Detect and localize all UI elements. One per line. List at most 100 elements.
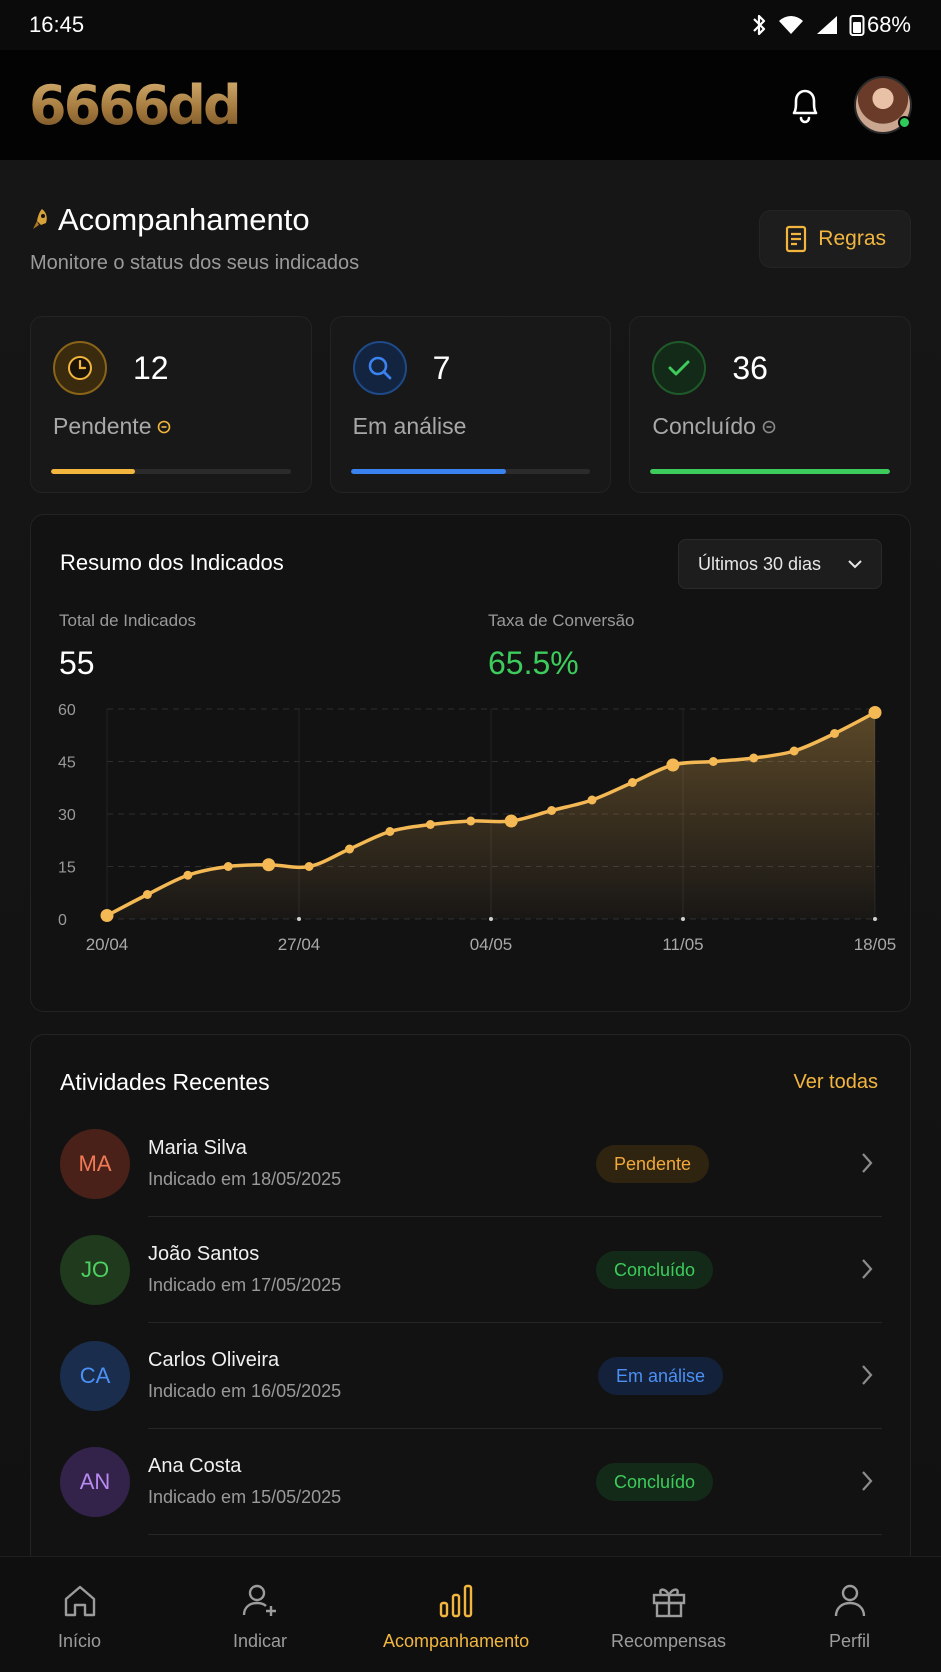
conversion-value: 65.5% bbox=[488, 645, 579, 681]
bottom-navigation: Início Indicar Acompanhamento Recompensa… bbox=[0, 1556, 941, 1672]
total-label: Total de Indicados bbox=[59, 611, 197, 630]
chevron-right-icon bbox=[862, 1153, 873, 1173]
rocket-icon bbox=[33, 209, 47, 229]
status-badge: Em análise bbox=[598, 1357, 724, 1395]
range-dropdown[interactable]: Últimos 30 dias bbox=[678, 539, 882, 589]
status-badge: Pendente bbox=[596, 1145, 710, 1183]
clock-icon bbox=[53, 341, 107, 395]
stat-label: Em análise bbox=[352, 413, 467, 439]
referrals-chart: 0 15 30 45 60 20/04 27/04 04/05 11/05 18/05 bbox=[58, 702, 897, 954]
activity-name: Carlos Oliveira bbox=[148, 1349, 280, 1371]
app-logo[interactable]: 6666dd bbox=[29, 73, 242, 137]
bluetooth-icon bbox=[753, 14, 766, 36]
activity-date: Indicado em 15/05/2025 bbox=[148, 1487, 342, 1507]
activity-avatar: JO bbox=[60, 1235, 130, 1305]
nav-label: Perfil bbox=[829, 1631, 871, 1651]
nav-item-perfil[interactable]: Perfil bbox=[829, 1581, 870, 1652]
data-point bbox=[749, 753, 759, 763]
summary-card: Resumo dos Indicados Últimos 30 dias Tot… bbox=[30, 514, 911, 1012]
data-point bbox=[223, 862, 233, 871]
stat-card-review[interactable]: 7 Em análise bbox=[329, 316, 612, 493]
data-point bbox=[789, 746, 799, 756]
data-point bbox=[547, 806, 557, 815]
profile-avatar[interactable] bbox=[854, 76, 912, 134]
summary-title: Resumo dos Indicados bbox=[60, 550, 284, 575]
page-header: Acompanhamento Monitore o status dos seu… bbox=[30, 202, 911, 275]
nav-label: Acompanhamento bbox=[383, 1631, 530, 1651]
data-point bbox=[425, 820, 435, 829]
nav-item-acompanhamento[interactable]: Acompanhamento bbox=[383, 1581, 529, 1652]
activity-avatar: AN bbox=[60, 1447, 130, 1517]
activity-name: Ana Costa bbox=[148, 1455, 242, 1477]
row-divider bbox=[148, 1322, 882, 1323]
data-point bbox=[627, 778, 637, 787]
y-tick-label: 30 bbox=[58, 807, 76, 824]
small-clock-icon bbox=[762, 420, 776, 433]
chevron-right-icon bbox=[862, 1259, 873, 1279]
stat-progress bbox=[51, 469, 291, 474]
nav-label: Recompensas bbox=[611, 1631, 727, 1651]
activity-row[interactable]: AN Ana Costa Indicado em 15/05/2025 Concluí… bbox=[60, 1429, 882, 1535]
activity-row[interactable]: JO João Santos Indicado em 17/05/2025 Concl… bbox=[60, 1217, 882, 1323]
bell-icon[interactable] bbox=[786, 85, 824, 125]
nav-item-indicar[interactable]: Indicar bbox=[233, 1581, 287, 1652]
conversion-metric: Taxa de Conversão 65.5% bbox=[488, 611, 634, 682]
status-badge: Concluído bbox=[596, 1463, 714, 1501]
x-tick-label: 27/04 bbox=[278, 935, 321, 954]
signal-icon bbox=[816, 16, 837, 34]
activity-avatar: CA bbox=[60, 1341, 130, 1411]
battery-icon bbox=[849, 15, 865, 36]
stat-value: 12 bbox=[133, 349, 169, 386]
y-tick-label: 60 bbox=[58, 702, 76, 719]
document-icon bbox=[786, 225, 807, 253]
online-indicator bbox=[898, 116, 911, 129]
x-tick-label: 11/05 bbox=[662, 935, 703, 954]
activity-row[interactable]: CA Carlos Oliveira Indicado em 16/05/2025 E… bbox=[60, 1323, 882, 1429]
stats-row: 12 Pendente 7 Em análise bbox=[30, 316, 912, 493]
data-point bbox=[708, 757, 718, 766]
data-point bbox=[304, 862, 314, 871]
status-badge: Concluído bbox=[596, 1251, 714, 1289]
search-icon bbox=[352, 341, 407, 395]
status-time: 16:45 bbox=[29, 12, 85, 37]
stat-card-completed[interactable]: 36 Concluído bbox=[629, 316, 912, 493]
data-point bbox=[100, 909, 114, 922]
range-value: Últimos 30 dias bbox=[698, 553, 822, 574]
check-icon bbox=[652, 341, 707, 395]
stat-progress bbox=[350, 469, 591, 474]
rules-label: Regras bbox=[818, 227, 886, 250]
stat-label: Concluído bbox=[652, 413, 756, 439]
nav-item-inicio[interactable]: Início bbox=[58, 1581, 101, 1652]
small-clock-icon bbox=[158, 420, 171, 433]
battery-level: 68% bbox=[866, 12, 911, 37]
status-bar: 16:45 68% bbox=[0, 0, 941, 50]
data-point bbox=[142, 890, 152, 899]
row-divider bbox=[148, 1428, 882, 1429]
user-icon bbox=[834, 1584, 865, 1617]
home-icon bbox=[64, 1585, 95, 1617]
activity-row[interactable]: MA Maria Silva Indicado em 18/05/2025 Pende… bbox=[60, 1111, 882, 1217]
app-header: 6666dd bbox=[0, 50, 941, 160]
data-point bbox=[345, 844, 355, 854]
stat-value: 7 bbox=[432, 349, 451, 386]
nav-label: Indicar bbox=[233, 1631, 288, 1651]
chevron-right-icon bbox=[862, 1365, 873, 1385]
data-point bbox=[183, 870, 193, 880]
data-point bbox=[868, 706, 882, 719]
nav-item-recompensas[interactable]: Recompensas bbox=[611, 1581, 726, 1652]
rules-button[interactable]: Regras bbox=[759, 210, 911, 268]
bar-chart-icon bbox=[439, 1584, 473, 1618]
activity-date: Indicado em 17/05/2025 bbox=[148, 1275, 342, 1295]
stat-card-pending[interactable]: 12 Pendente bbox=[30, 316, 312, 493]
page-title: Acompanhamento bbox=[58, 202, 310, 237]
total-value: 55 bbox=[59, 645, 95, 681]
stat-value: 36 bbox=[732, 349, 768, 386]
stat-label: Pendente bbox=[53, 413, 152, 439]
main-content: Acompanhamento Monitore o status dos seu… bbox=[0, 160, 941, 1594]
x-tick-label: 18/05 bbox=[854, 935, 897, 954]
see-all-link[interactable]: Ver todas bbox=[793, 1071, 878, 1093]
conversion-label: Taxa de Conversão bbox=[488, 611, 635, 630]
data-point bbox=[466, 816, 476, 826]
nav-label: Início bbox=[58, 1631, 102, 1651]
activity-date: Indicado em 18/05/2025 bbox=[148, 1169, 342, 1189]
